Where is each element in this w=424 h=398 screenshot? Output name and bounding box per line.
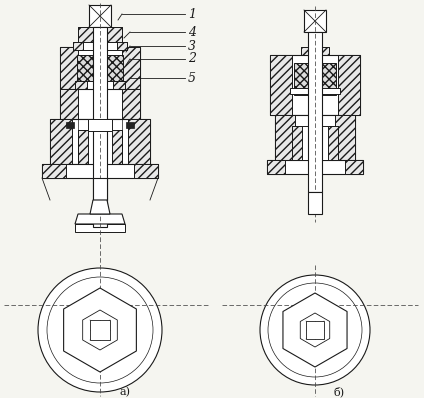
Bar [113,81,125,89]
Bar [117,42,127,50]
Bar [267,160,363,174]
Bar [60,47,78,89]
Bar [301,47,308,61]
Bar [89,5,111,27]
Bar [107,27,122,47]
Circle shape [260,275,370,385]
Bar [73,42,83,50]
Bar [60,89,78,119]
Bar [78,27,122,47]
Text: 5: 5 [188,72,196,84]
Text: 3: 3 [188,39,196,53]
Bar [335,115,355,160]
Polygon shape [75,214,125,224]
Circle shape [291,306,339,354]
Bar [75,224,125,232]
Bar [122,47,140,89]
Polygon shape [83,310,117,350]
Bar [90,320,110,340]
Bar [75,81,125,89]
Bar [328,126,338,160]
Bar [275,115,355,160]
Circle shape [268,283,362,377]
Bar [270,55,292,115]
Bar [107,55,123,81]
Bar [66,122,74,128]
Bar [292,126,338,160]
Bar [122,89,140,119]
Bar [270,55,360,115]
Bar [301,47,329,61]
Bar [322,63,336,95]
Bar [338,55,360,115]
Bar [78,130,88,164]
Bar [73,42,127,50]
Bar [42,164,158,178]
Text: 2: 2 [188,53,196,66]
Bar [275,115,295,160]
Bar [292,126,302,160]
Bar [60,89,140,119]
Bar [308,192,322,214]
Bar [304,10,326,32]
Circle shape [38,268,162,392]
Bar [345,160,363,174]
Bar [93,27,107,227]
Circle shape [47,277,153,383]
Bar [60,47,140,89]
Text: а): а) [120,387,131,397]
Bar [128,119,150,164]
Bar [78,27,93,47]
Bar [290,88,340,94]
Text: 1: 1 [188,8,196,21]
Polygon shape [300,313,330,347]
Polygon shape [283,293,347,367]
Bar [306,321,324,339]
Text: 4: 4 [188,25,196,39]
Text: б): б) [333,386,344,397]
Bar [112,130,122,164]
Bar [93,178,107,200]
Bar [78,130,122,164]
Bar [134,164,158,178]
Polygon shape [90,200,110,214]
Bar [75,81,87,89]
Polygon shape [64,288,137,372]
Bar [50,119,72,164]
Bar [322,47,329,61]
Bar [267,160,285,174]
Circle shape [72,302,128,358]
Bar [42,164,66,178]
Bar [88,119,112,131]
Bar [126,122,134,128]
Bar [308,32,322,192]
Bar [294,63,308,95]
Bar [77,55,93,81]
Bar [50,119,150,164]
